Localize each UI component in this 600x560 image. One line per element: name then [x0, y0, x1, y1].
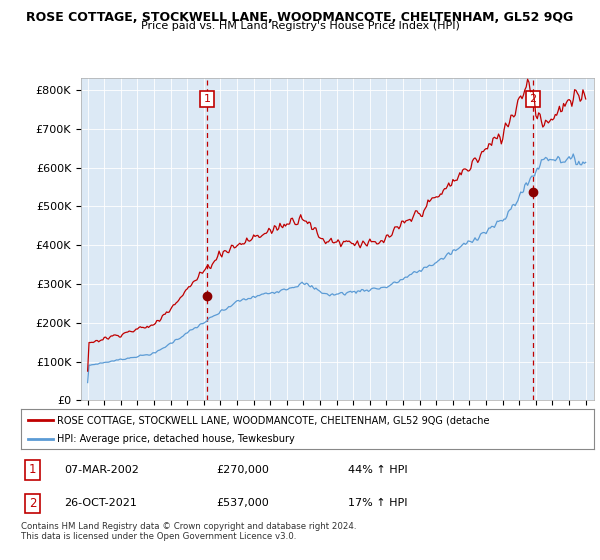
Text: £270,000: £270,000	[216, 465, 269, 475]
Text: 17% ↑ HPI: 17% ↑ HPI	[347, 498, 407, 508]
Text: ROSE COTTAGE, STOCKWELL LANE, WOODMANCOTE, CHELTENHAM, GL52 9QG: ROSE COTTAGE, STOCKWELL LANE, WOODMANCOT…	[26, 11, 574, 24]
Text: 1: 1	[203, 94, 211, 104]
Text: HPI: Average price, detached house, Tewkesbury: HPI: Average price, detached house, Tewk…	[56, 434, 294, 444]
Text: Price paid vs. HM Land Registry's House Price Index (HPI): Price paid vs. HM Land Registry's House …	[140, 21, 460, 31]
Text: 07-MAR-2002: 07-MAR-2002	[64, 465, 139, 475]
Text: 2: 2	[529, 94, 536, 104]
Text: 1: 1	[29, 463, 36, 476]
Text: 26-OCT-2021: 26-OCT-2021	[64, 498, 137, 508]
Text: 44% ↑ HPI: 44% ↑ HPI	[347, 465, 407, 475]
Text: ROSE COTTAGE, STOCKWELL LANE, WOODMANCOTE, CHELTENHAM, GL52 9QG (detache: ROSE COTTAGE, STOCKWELL LANE, WOODMANCOT…	[56, 415, 489, 425]
Text: £537,000: £537,000	[216, 498, 269, 508]
Text: 2: 2	[29, 497, 36, 510]
Text: Contains HM Land Registry data © Crown copyright and database right 2024.
This d: Contains HM Land Registry data © Crown c…	[21, 522, 356, 542]
